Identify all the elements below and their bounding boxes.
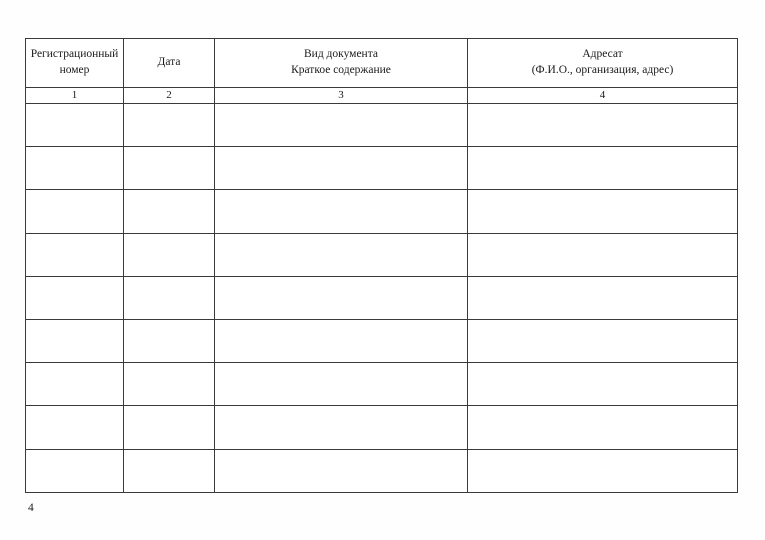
empty-journal-cell — [467, 146, 738, 191]
empty-journal-cell — [25, 232, 124, 277]
empty-journal-cell — [25, 448, 124, 493]
empty-journal-cell — [467, 275, 738, 320]
empty-journal-row — [25, 189, 738, 234]
empty-journal-cell — [467, 189, 738, 234]
column-number-2: 2 — [123, 87, 215, 104]
empty-journal-cell — [123, 102, 215, 148]
empty-journal-row — [25, 232, 738, 277]
empty-journal-cell — [214, 146, 468, 191]
empty-journal-cell — [123, 362, 215, 407]
column-number-4: 4 — [467, 87, 738, 104]
empty-journal-cell — [25, 189, 124, 234]
empty-journal-row — [25, 405, 738, 450]
table-header-row: Регистрационный номер Дата Вид документа… — [25, 38, 738, 88]
empty-journal-cell — [123, 318, 215, 364]
empty-journal-cell — [25, 102, 124, 148]
empty-journal-row — [25, 448, 738, 493]
page-number: 4 — [28, 502, 34, 514]
empty-journal-cell — [214, 405, 468, 450]
empty-journal-cell — [123, 405, 215, 450]
empty-journal-cell — [467, 232, 738, 277]
empty-journal-row — [25, 102, 738, 148]
empty-journal-cell — [25, 318, 124, 364]
empty-journal-cell — [123, 232, 215, 277]
empty-journal-cell — [214, 102, 468, 148]
empty-journal-cell — [123, 448, 215, 493]
empty-journal-cell — [25, 275, 124, 320]
empty-journal-cell — [467, 448, 738, 493]
column-header-document-type: Вид документа Краткое содержание — [214, 38, 468, 88]
empty-journal-cell — [467, 405, 738, 450]
column-header-date: Дата — [123, 38, 215, 88]
empty-journal-cell — [214, 189, 468, 234]
column-number-row: 1 2 3 4 — [25, 87, 738, 104]
empty-journal-cell — [214, 318, 468, 364]
empty-journal-cell — [467, 362, 738, 407]
empty-journal-cell — [25, 405, 124, 450]
column-number-3: 3 — [214, 87, 468, 104]
empty-journal-cell — [214, 362, 468, 407]
column-header-registration-number: Регистрационный номер — [25, 38, 124, 88]
empty-journal-cell — [25, 362, 124, 407]
empty-journal-cell — [214, 232, 468, 277]
column-header-addressee: Адресат (Ф.И.О., организация, адрес) — [467, 38, 738, 88]
empty-journal-row — [25, 318, 738, 364]
empty-journal-cell — [214, 448, 468, 493]
empty-journal-cell — [214, 275, 468, 320]
empty-journal-row — [25, 362, 738, 407]
empty-journal-row — [25, 275, 738, 320]
empty-journal-row — [25, 146, 738, 191]
empty-journal-cell — [467, 318, 738, 364]
empty-journal-cell — [123, 146, 215, 191]
registration-journal-table: Регистрационный номер Дата Вид документа… — [25, 38, 738, 493]
empty-journal-cell — [467, 102, 738, 148]
empty-journal-cell — [123, 189, 215, 234]
journal-entries-body — [25, 102, 738, 493]
column-number-1: 1 — [25, 87, 124, 104]
empty-journal-cell — [25, 146, 124, 191]
empty-journal-cell — [123, 275, 215, 320]
